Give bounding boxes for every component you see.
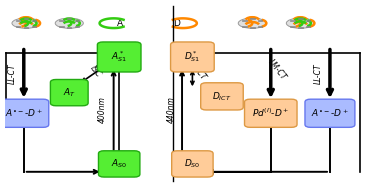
Text: D: D bbox=[173, 19, 180, 28]
Bar bbox=[59, 26, 64, 27]
Bar bbox=[32, 20, 36, 21]
Bar bbox=[306, 26, 310, 27]
Text: 440nm: 440nm bbox=[166, 96, 176, 123]
FancyBboxPatch shape bbox=[0, 99, 49, 127]
Text: $Pd^{(I)}$-$D^+$: $Pd^{(I)}$-$D^+$ bbox=[252, 107, 290, 119]
Bar bbox=[24, 27, 28, 28]
Bar bbox=[250, 27, 255, 28]
Bar bbox=[24, 18, 28, 19]
Text: $D_{S1}^*$: $D_{S1}^*$ bbox=[184, 50, 201, 64]
Text: $D_{ICT}$: $D_{ICT}$ bbox=[212, 90, 232, 103]
Bar bbox=[242, 20, 247, 21]
FancyBboxPatch shape bbox=[244, 99, 297, 127]
Text: 400nm: 400nm bbox=[98, 96, 107, 123]
Bar bbox=[290, 26, 295, 27]
Bar bbox=[16, 26, 21, 27]
Bar bbox=[67, 18, 72, 19]
Ellipse shape bbox=[55, 18, 83, 28]
Text: $A_{S1}^*$: $A_{S1}^*$ bbox=[111, 50, 127, 64]
FancyBboxPatch shape bbox=[98, 42, 141, 72]
FancyBboxPatch shape bbox=[201, 83, 243, 110]
Bar bbox=[242, 26, 247, 27]
Bar bbox=[67, 27, 72, 28]
Bar bbox=[75, 26, 79, 27]
FancyBboxPatch shape bbox=[99, 151, 140, 177]
Bar bbox=[75, 20, 79, 21]
Text: $A_T$: $A_T$ bbox=[63, 86, 76, 99]
Bar bbox=[32, 26, 36, 27]
Ellipse shape bbox=[286, 18, 314, 28]
Ellipse shape bbox=[12, 18, 40, 28]
Text: $A_{S0}$: $A_{S0}$ bbox=[111, 158, 127, 170]
Bar bbox=[59, 20, 64, 21]
Text: ISC: ISC bbox=[88, 64, 103, 79]
Ellipse shape bbox=[238, 18, 266, 28]
Bar bbox=[16, 20, 21, 21]
Text: LL-CT: LL-CT bbox=[314, 64, 323, 84]
Bar bbox=[298, 27, 303, 28]
Bar bbox=[298, 18, 303, 19]
Bar bbox=[258, 26, 262, 27]
FancyBboxPatch shape bbox=[305, 99, 355, 127]
Bar bbox=[290, 20, 295, 21]
FancyBboxPatch shape bbox=[171, 42, 214, 72]
Bar bbox=[258, 20, 262, 21]
Bar bbox=[250, 18, 255, 19]
Text: ICT: ICT bbox=[193, 67, 208, 82]
Text: LL-CT: LL-CT bbox=[8, 63, 16, 84]
Text: $A^{\bullet-}$-$D^+$: $A^{\bullet-}$-$D^+$ bbox=[311, 107, 349, 119]
Text: LM-CT: LM-CT bbox=[267, 58, 288, 82]
FancyBboxPatch shape bbox=[50, 80, 88, 106]
FancyBboxPatch shape bbox=[172, 151, 213, 177]
Text: $A^{\bullet-}$-$D^+$: $A^{\bullet-}$-$D^+$ bbox=[5, 107, 43, 119]
Bar bbox=[306, 20, 310, 21]
Text: A: A bbox=[117, 19, 123, 28]
Text: $D_{S0}$: $D_{S0}$ bbox=[184, 158, 201, 170]
